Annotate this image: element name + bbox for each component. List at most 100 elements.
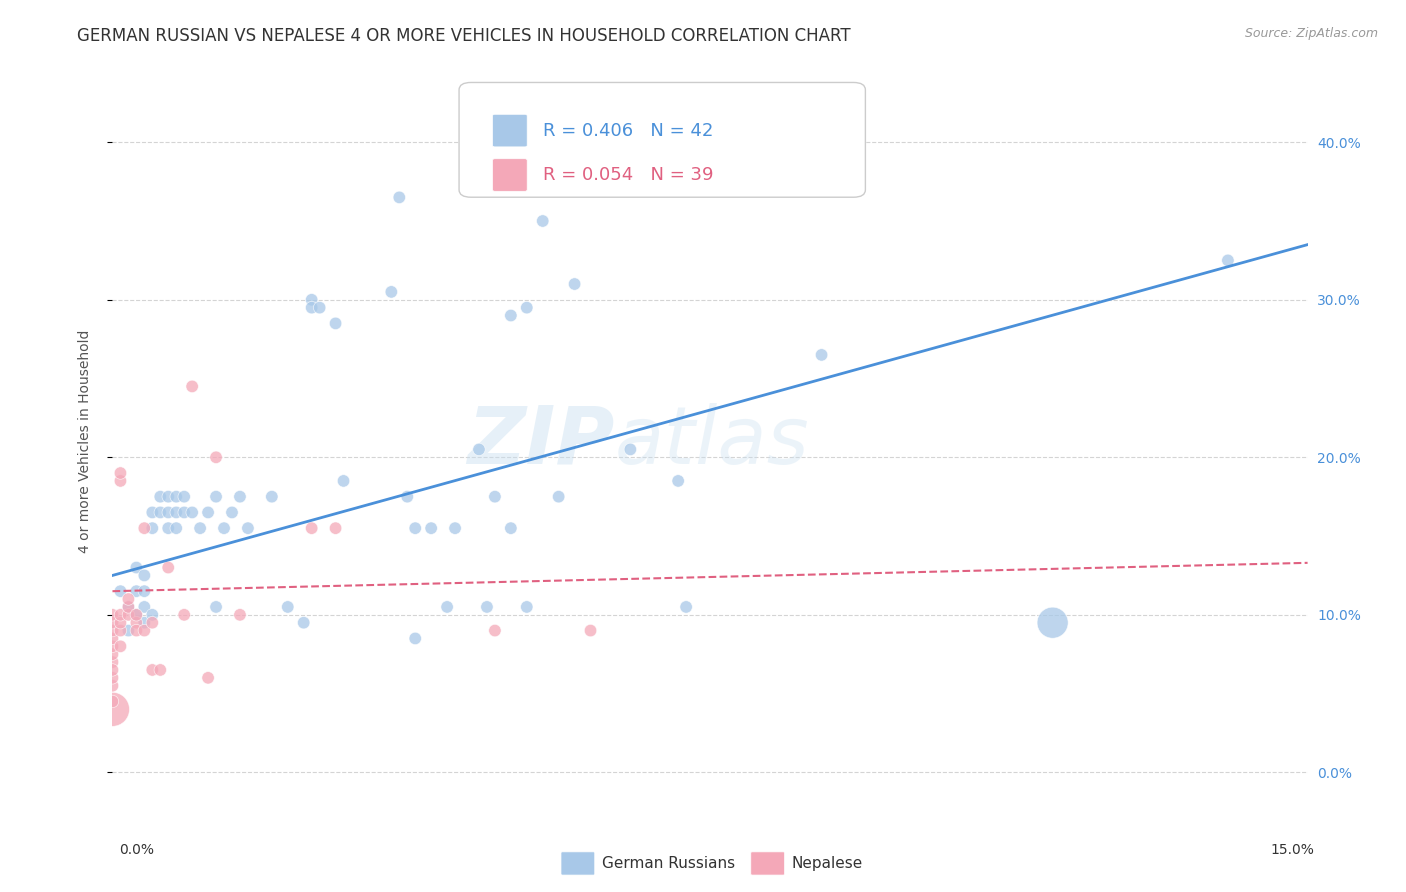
Point — [325, 521, 347, 535]
Point — [277, 599, 299, 614]
Point — [420, 521, 443, 535]
Point — [205, 450, 228, 465]
Point — [531, 128, 554, 142]
Point — [380, 285, 402, 299]
Point — [579, 624, 602, 638]
Point — [101, 624, 124, 638]
Text: atlas: atlas — [614, 402, 810, 481]
Point — [110, 466, 132, 480]
Point — [229, 490, 252, 504]
Point — [157, 490, 180, 504]
Point — [301, 521, 323, 535]
Point — [396, 490, 419, 504]
Point — [564, 277, 586, 291]
Point — [101, 632, 124, 646]
Point — [197, 671, 219, 685]
Point — [675, 599, 697, 614]
Text: German Russians: German Russians — [602, 856, 735, 871]
Point — [149, 490, 172, 504]
Point — [157, 521, 180, 535]
Text: Nepalese: Nepalese — [792, 856, 863, 871]
Point — [173, 490, 195, 504]
Point — [134, 584, 156, 599]
Point — [149, 663, 172, 677]
Point — [117, 624, 139, 638]
Point — [141, 505, 163, 519]
Point — [110, 607, 132, 622]
Point — [157, 505, 180, 519]
Point — [325, 317, 347, 331]
Point — [484, 490, 506, 504]
Point — [301, 301, 323, 315]
Point — [101, 679, 124, 693]
Point — [157, 560, 180, 574]
Point — [149, 505, 172, 519]
Point — [221, 505, 243, 519]
Point — [468, 442, 491, 457]
Text: GERMAN RUSSIAN VS NEPALESE 4 OR MORE VEHICLES IN HOUSEHOLD CORRELATION CHART: GERMAN RUSSIAN VS NEPALESE 4 OR MORE VEH… — [77, 27, 851, 45]
Point — [332, 474, 354, 488]
Point — [388, 190, 411, 204]
Point — [117, 599, 139, 614]
Point — [236, 521, 259, 535]
Point — [516, 301, 538, 315]
Point — [141, 607, 163, 622]
Point — [141, 663, 163, 677]
Point — [117, 592, 139, 607]
Point — [1042, 615, 1064, 630]
Point — [404, 521, 426, 535]
Point — [125, 615, 148, 630]
Point — [531, 214, 554, 228]
Point — [173, 607, 195, 622]
Point — [292, 615, 315, 630]
Point — [125, 607, 148, 622]
Text: 0.0%: 0.0% — [120, 843, 155, 857]
Point — [165, 505, 187, 519]
Point — [110, 474, 132, 488]
Point — [165, 490, 187, 504]
Point — [117, 607, 139, 622]
Point — [101, 607, 124, 622]
Point — [523, 175, 546, 189]
Point — [308, 301, 330, 315]
Point — [810, 348, 832, 362]
FancyBboxPatch shape — [492, 159, 527, 191]
Point — [404, 632, 426, 646]
Point — [101, 663, 124, 677]
Point — [165, 521, 187, 535]
Point — [484, 624, 506, 638]
FancyBboxPatch shape — [492, 114, 527, 147]
Text: ZIP: ZIP — [467, 402, 614, 481]
Point — [205, 599, 228, 614]
Point — [101, 694, 124, 708]
Point — [134, 521, 156, 535]
FancyBboxPatch shape — [458, 82, 866, 197]
Point — [141, 615, 163, 630]
Point — [1216, 253, 1239, 268]
Point — [125, 624, 148, 638]
Point — [436, 599, 458, 614]
Y-axis label: 4 or more Vehicles in Household: 4 or more Vehicles in Household — [77, 330, 91, 553]
Point — [499, 521, 522, 535]
Point — [125, 584, 148, 599]
Point — [125, 560, 148, 574]
Point — [110, 624, 132, 638]
Point — [499, 309, 522, 323]
Point — [181, 505, 204, 519]
Point — [134, 568, 156, 582]
Point — [173, 505, 195, 519]
Point — [197, 505, 219, 519]
Point — [188, 521, 211, 535]
Text: Source: ZipAtlas.com: Source: ZipAtlas.com — [1244, 27, 1378, 40]
Point — [101, 615, 124, 630]
Point — [110, 584, 132, 599]
Point — [134, 615, 156, 630]
Point — [205, 490, 228, 504]
Point — [101, 640, 124, 654]
Point — [101, 671, 124, 685]
Point — [301, 293, 323, 307]
Point — [101, 655, 124, 669]
Point — [101, 647, 124, 661]
Point — [117, 599, 139, 614]
Point — [666, 474, 689, 488]
